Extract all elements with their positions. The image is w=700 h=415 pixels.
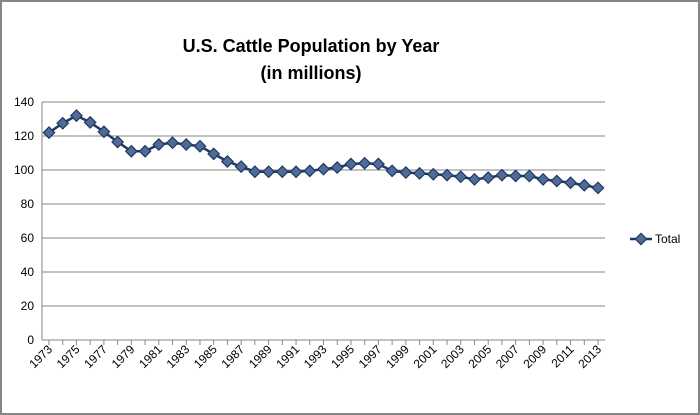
data-point [193,139,207,153]
data-point [42,126,56,140]
x-tick-label: 2013 [575,342,604,371]
x-tick-label: 2007 [493,342,522,371]
x-tick-label: 1975 [54,342,83,371]
axes [41,102,605,345]
x-tick-label: 1985 [191,342,220,371]
data-point [220,154,234,169]
data-point [522,169,536,183]
data-point [138,144,152,158]
data-point [399,166,413,180]
y-tick-label: 0 [27,333,34,347]
legend-marker-total [634,232,648,246]
y-tick-label: 80 [21,197,35,211]
y-tick-label: 40 [21,265,35,279]
y-tick-label: 140 [14,95,34,109]
x-tick-label: 1999 [383,342,412,371]
gridlines [42,101,605,307]
data-point [344,157,358,171]
y-axis-tick-labels: 0 20 40 60 80 100 120 140 [14,95,34,347]
data-point [454,170,468,184]
data-point [207,147,221,161]
data-point [330,160,344,174]
x-tick-label: 1979 [109,342,138,371]
data-point [179,137,193,152]
x-tick-label: 1987 [218,342,247,371]
x-tick-label: 1995 [328,342,357,371]
data-point [248,165,262,179]
data-point [69,109,83,123]
x-tick-label: 2009 [520,342,549,371]
data-point [385,164,399,178]
data-point [97,125,111,139]
x-tick-label: 2001 [411,342,440,371]
chart-title: U.S. Cattle Population by Year [183,36,440,56]
x-tick-label: 1993 [301,342,330,371]
data-point [495,168,509,182]
data-point [262,165,276,179]
data-point [152,137,166,152]
data-point [303,164,317,178]
series-layer [42,109,605,195]
data-point [481,171,495,185]
data-point [564,176,578,190]
data-point [426,167,440,181]
data-point [577,178,591,192]
data-point [591,181,605,195]
data-point [467,172,481,186]
data-point [316,162,331,176]
data-point [166,136,180,150]
data-point [440,168,454,182]
x-tick-label: 2005 [466,342,495,371]
data-point [536,172,550,186]
chart-subtitle: (in millions) [261,63,362,83]
data-point [234,160,248,174]
data-point [371,157,385,171]
data-point [509,169,523,183]
x-axis-tick-labels: 1973197519771979198119831985198719891991… [26,342,604,371]
data-point [550,174,564,188]
x-tick-label: 1997 [356,342,385,371]
data-point [111,135,125,149]
data-point [289,165,303,179]
x-tick-label: 1989 [246,342,275,371]
x-tick-label: 2003 [438,342,467,371]
data-point [275,165,289,179]
y-tick-label: 120 [14,129,34,143]
legend-label-total: Total [655,232,680,246]
y-tick-label: 100 [14,163,34,177]
data-point [358,156,372,170]
data-point [124,144,138,158]
data-point [56,116,70,130]
y-tick-label: 20 [21,299,35,313]
legend: Total [630,232,680,246]
x-tick-label: 1991 [273,342,302,371]
y-tick-label: 60 [21,231,35,245]
x-tick-label: 1981 [136,342,165,371]
data-point [83,115,97,129]
data-point [413,166,427,180]
x-tick-label: 1977 [81,342,110,371]
x-tick-label: 1983 [164,342,193,371]
x-tick-label: 2011 [549,342,577,370]
